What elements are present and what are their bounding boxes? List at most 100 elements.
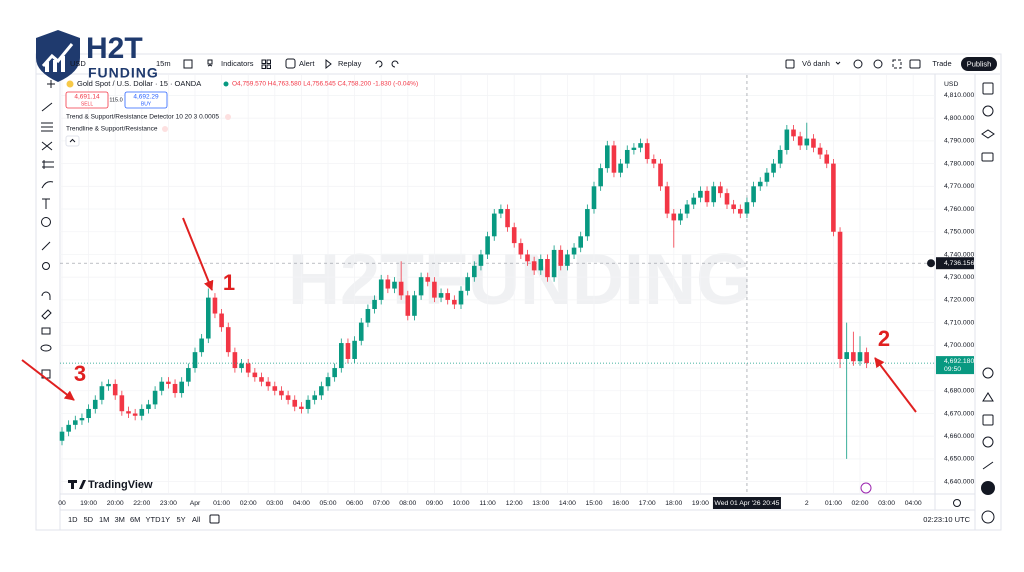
magnet-tool[interactable] — [41, 291, 51, 300]
replay-icon[interactable] — [325, 58, 332, 70]
axis-settings-icon[interactable] — [953, 499, 961, 507]
range-button[interactable]: 6M — [130, 515, 140, 524]
candle-body — [106, 383, 111, 387]
brush-tool[interactable] — [41, 181, 54, 189]
trendline-tool[interactable] — [41, 102, 53, 112]
buy-box[interactable] — [124, 91, 168, 109]
candle-body — [571, 247, 577, 255]
lock-draw-tool[interactable] — [41, 309, 52, 320]
alerts-icon[interactable] — [982, 105, 994, 117]
candle-body — [172, 383, 178, 394]
x-tick-label: 23:00 — [160, 500, 177, 507]
replay-button[interactable]: Replay — [338, 59, 362, 68]
ohlc-values: O4,759.570 H4,763.580 L4,756.545 C4,758.… — [232, 81, 418, 88]
settings-icon[interactable] — [873, 59, 883, 69]
candle-body — [152, 390, 158, 405]
range-button[interactable]: YTD — [146, 515, 162, 524]
buy-label[interactable]: BUY — [141, 101, 152, 107]
candle-body — [112, 383, 118, 396]
layers-icon[interactable] — [981, 129, 995, 139]
range-button[interactable]: 5Y — [177, 515, 186, 524]
alert-icon[interactable] — [285, 58, 296, 69]
range-button[interactable]: All — [192, 515, 201, 524]
range-button[interactable]: 1Y — [161, 515, 170, 524]
forecast-tool[interactable] — [42, 160, 54, 169]
collapse-button[interactable] — [65, 135, 80, 147]
pattern-tool[interactable] — [41, 141, 53, 151]
events-icon[interactable] — [860, 482, 872, 494]
help-icon[interactable] — [981, 510, 995, 524]
ruler-tool[interactable] — [41, 241, 51, 251]
sell-box[interactable] — [65, 91, 109, 109]
annotation-label: 1 — [223, 270, 235, 295]
range-button[interactable]: 1M — [99, 515, 109, 524]
zoom-tool[interactable] — [42, 262, 50, 270]
candle-body — [817, 147, 823, 155]
collapse-icon[interactable] — [69, 138, 76, 143]
range-button[interactable]: 1D — [68, 515, 78, 524]
sell-label[interactable]: SELL — [81, 101, 93, 107]
ideas-icon[interactable] — [982, 392, 994, 402]
candle-body — [418, 277, 424, 296]
market-status — [223, 81, 229, 87]
layout-caret[interactable] — [835, 61, 841, 65]
candle-body — [764, 172, 770, 182]
lock-tool[interactable] — [41, 327, 51, 335]
symbol[interactable]: USD — [70, 59, 86, 68]
bar-style-icon[interactable] — [183, 59, 193, 69]
candle-body — [618, 163, 623, 173]
watchlist-icon[interactable] — [982, 82, 994, 95]
candle-body — [385, 279, 391, 289]
candle-body — [319, 386, 324, 396]
trade-button[interactable]: Trade — [932, 59, 951, 68]
redo-icon[interactable] — [391, 60, 399, 68]
pen-icon[interactable] — [982, 461, 994, 470]
apps-icon[interactable] — [981, 481, 995, 495]
publish-button-bg[interactable] — [961, 57, 997, 71]
candle-body — [684, 204, 690, 214]
x-tick-label: 07:00 — [373, 500, 390, 507]
interval[interactable]: 15m — [156, 59, 171, 68]
chat-icon[interactable] — [981, 152, 994, 162]
sell-price[interactable]: 4,691.14 — [74, 94, 100, 101]
logo-brand: H2T — [86, 32, 143, 65]
candle-body — [126, 411, 131, 414]
range-button[interactable]: 3M — [115, 515, 125, 524]
x-tick-label: 03:00 — [878, 500, 895, 507]
templates-icon[interactable] — [261, 64, 266, 69]
emoji-tool[interactable] — [41, 217, 51, 227]
y-tick-label: 4,750.000 — [944, 229, 974, 236]
templates-icon[interactable] — [266, 59, 271, 64]
x-tick-label: 19:00 — [80, 500, 97, 507]
fullscreen-icon[interactable] — [892, 59, 902, 69]
indicators-icon[interactable] — [207, 59, 213, 67]
y-tick-label: 4,770.000 — [944, 183, 974, 190]
fib-tool[interactable] — [41, 122, 53, 132]
indicators-button[interactable]: Indicators — [221, 59, 254, 68]
buy-price[interactable]: 4,692.29 — [133, 94, 159, 101]
layout-icon[interactable] — [785, 59, 795, 69]
visibility-tool[interactable] — [40, 344, 52, 352]
templates-icon[interactable] — [261, 59, 266, 64]
candle-body — [724, 193, 730, 205]
search-icon[interactable] — [853, 59, 863, 69]
crosshair-tool[interactable] — [47, 80, 55, 88]
snapshot-icon[interactable] — [909, 59, 921, 69]
text-tool[interactable] — [42, 198, 50, 209]
study: Trend & Support/Resistance Detector 10 2… — [66, 114, 219, 121]
candle-body — [811, 138, 816, 148]
alert-button[interactable]: Alert — [299, 59, 315, 68]
community-icon[interactable] — [982, 436, 994, 448]
layout-name[interactable]: Vô danh — [802, 59, 830, 68]
templates-icon[interactable] — [266, 64, 271, 69]
undo-icon[interactable] — [375, 60, 383, 68]
candle-body — [365, 308, 371, 323]
publish-button[interactable]: Publish — [967, 59, 992, 68]
x-tick-label: 00 — [58, 500, 66, 507]
target-icon[interactable] — [982, 367, 994, 379]
candle-body — [644, 143, 650, 160]
calendar-icon[interactable] — [982, 414, 994, 426]
date-range-icon[interactable] — [209, 514, 220, 524]
range-button[interactable]: 5D — [84, 515, 94, 524]
